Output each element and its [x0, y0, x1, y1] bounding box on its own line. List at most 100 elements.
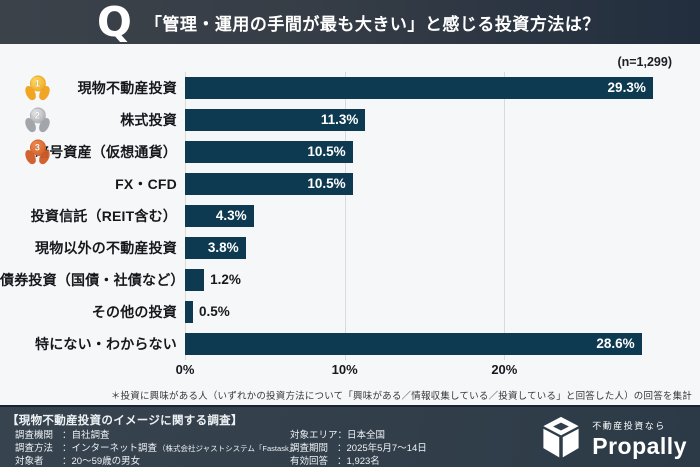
survey-details-right: 対象エリア：日本全国 調査期間： 2025年5月7～14日 有効回答： 1,923名 [290, 429, 427, 467]
rank-2-medal-icon: 2 [26, 107, 49, 133]
info-note: （株式会社ジャストシステム「Fastask」） [158, 444, 300, 453]
category-label: 1 現物不動産投資 [0, 75, 177, 101]
medal-rank-number: 2 [29, 107, 46, 124]
info-label: 調査方法 [15, 443, 54, 454]
category-label-text: 暗号資産（仮想通貨） [35, 144, 177, 160]
category-label-text: 株式投資 [120, 112, 177, 128]
category-label: 投資信託（REIT含む） [0, 206, 177, 226]
value-label: 3.8% [207, 240, 239, 255]
axis-tick: 10% [331, 362, 358, 377]
category-label-text: 投資信託（REIT含む） [30, 208, 177, 224]
chart-row: 現物以外の不動産投資 3.8% [0, 232, 700, 264]
rank-1-medal-icon: 1 [26, 75, 49, 101]
info-label: 対象エリア [290, 430, 338, 441]
survey-info-row: 調査方法 ：インターネット調査 （株式会社ジャストシステム「Fastask」） [15, 442, 300, 455]
survey-info-row: 調査機関 ：自社調査 [15, 429, 300, 442]
info-value: 自社調査 [71, 430, 110, 441]
bar: 28.6% [185, 333, 642, 355]
value-label: 4.3% [215, 208, 247, 223]
info-value: 2025年5月7～14日 [346, 443, 427, 454]
chart-row: 債券投資（国債・社債など） 1.2% [0, 264, 700, 296]
value-label: 10.5% [307, 144, 346, 159]
medal-rank-number: 3 [29, 139, 46, 156]
chart-row: 3 暗号資産（仮想通貨） 10.5% [0, 136, 700, 168]
logo-tagline: 不動産投資なら [592, 420, 666, 431]
gridline [504, 72, 506, 360]
rank-3-medal-icon: 3 [26, 139, 49, 165]
propally-box-icon [543, 416, 579, 458]
survey-info-row: 対象エリア：日本全国 [290, 429, 427, 442]
value-label: 28.6% [596, 336, 635, 351]
page-title: 「管理・運用の手間が最も大きい」と感じる投資方法は？ [144, 14, 600, 34]
bar: 10.5% [185, 141, 353, 163]
medal-rank-number: 1 [29, 75, 46, 92]
bar-rows: 1 現物不動産投資 29.3% 2 株式投資 11.3% 3 暗号資産（仮想通貨） 10.5% F… [0, 72, 700, 360]
x-axis: 0% 10% 20% [176, 362, 672, 380]
bar-track: 11.3% [185, 109, 672, 131]
info-colon: ： [62, 456, 72, 467]
info-colon: ： [337, 443, 347, 454]
bar: 4.3% [185, 205, 254, 227]
info-label: 対象者 [15, 456, 44, 467]
category-label-text: 現物以外の不動産投資 [35, 240, 177, 256]
chart-row: 特にない・わからない 28.6% [0, 328, 700, 360]
survey-info-row: 調査期間 ： 2025年5月7～14日 [290, 442, 427, 455]
chart-row: 1 現物不動産投資 29.3% [0, 72, 700, 104]
category-label-text: FX・CFD [115, 176, 177, 192]
logo-text: 不動産投資なら Propally [592, 419, 687, 458]
category-label: 債券投資（国債・社債など） [0, 270, 184, 290]
info-colon: ： [62, 443, 72, 454]
value-label: 0.5% [198, 304, 230, 319]
chart-row: 2 株式投資 11.3% [0, 104, 700, 136]
info-colon: ： [337, 430, 348, 441]
category-label: FX・CFD [0, 174, 177, 194]
bar-track: 0.5% [185, 301, 672, 323]
survey-info-row: 対象者 ： 20～59歳の男女 [15, 455, 300, 467]
chart-area: (n=1,299) 1 現物不動産投資 29.3% 2 株式投資 11.3% 3 暗号資産（仮… [0, 44, 700, 405]
bar-track: 29.3% [185, 77, 672, 99]
info-value: 1,923名 [346, 456, 380, 467]
bar [185, 301, 193, 323]
survey-heading: 【現物不動産投資のイメージに関する調査】 [7, 415, 243, 427]
value-label: 1.2% [210, 272, 241, 287]
propally-logo: 不動産投資なら Propally [539, 416, 687, 460]
bar: 10.5% [185, 173, 353, 195]
bar-track: 10.5% [185, 141, 672, 163]
info-value: 20～59歳の男女 [71, 456, 141, 467]
footnote: ＊投資に興味がある人（いずれかの投資方法について「興味がある／情報収集している／… [110, 391, 692, 402]
gridline [344, 72, 346, 360]
bar: 3.8% [185, 237, 246, 259]
info-colon: ： [337, 456, 347, 467]
bar-track: 1.2% [185, 269, 672, 291]
survey-info-row: 有効回答 ： 1,923名 [290, 455, 427, 467]
bar: 29.3% [185, 77, 653, 99]
info-value: 日本全国 [347, 430, 386, 441]
info-label: 調査期間 [290, 443, 329, 454]
category-label: 2 株式投資 [0, 107, 177, 133]
category-label-text: 特にない・わからない [35, 336, 177, 352]
category-label: その他の投資 [0, 302, 177, 322]
value-label: 11.3% [320, 112, 359, 127]
info-value: インターネット調査 [71, 443, 158, 454]
header: Q 「管理・運用の手間が最も大きい」と感じる投資方法は？ [0, 0, 700, 44]
axis-tick: 20% [491, 362, 518, 377]
chart-row: FX・CFD 10.5% [0, 168, 700, 200]
question-mark: Q [97, 0, 132, 46]
category-label-text: その他の投資 [91, 304, 177, 320]
bar-track: 4.3% [185, 205, 672, 227]
survey-details-left: 調査機関：自社調査 調査方法：インターネット調査 （株式会社ジャストシステム「Fas… [15, 429, 300, 467]
chart-row: その他の投資 0.5% [0, 296, 700, 328]
category-label: 現物以外の不動産投資 [0, 238, 177, 258]
chart-row: 投資信託（REIT含む） 4.3% [0, 200, 700, 232]
axis-tick: 0% [175, 362, 195, 377]
category-label-text: 現物不動産投資 [77, 80, 177, 96]
bar-track: 3.8% [185, 237, 672, 259]
info-label: 有効回答 [290, 456, 329, 467]
logo-brand: Propally [592, 432, 687, 459]
bar [185, 269, 205, 291]
info-colon: ： [62, 430, 72, 441]
category-label: 特にない・わからない [0, 334, 177, 354]
survey-info-band: 【現物不動産投資のイメージに関する調査】 調査機関：自社調査 調査方法：インターネ… [0, 405, 700, 467]
value-label: 29.3% [607, 80, 646, 95]
